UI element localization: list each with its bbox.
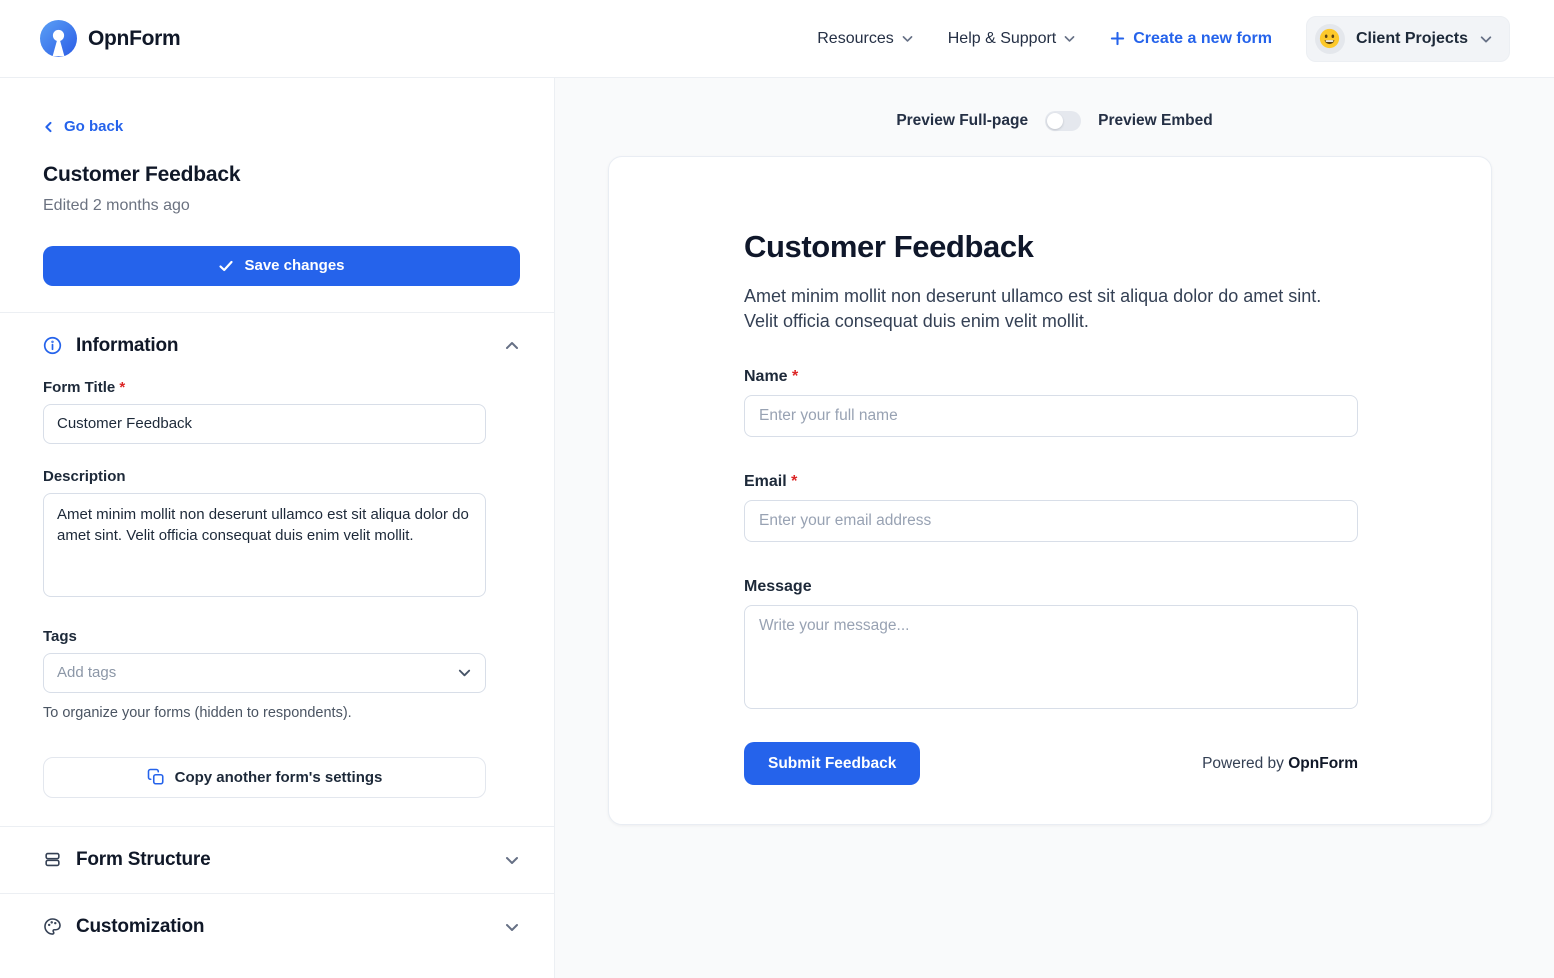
- chevron-down-icon: [457, 665, 472, 680]
- go-back-label: Go back: [64, 118, 124, 135]
- description-label: Description: [43, 467, 126, 485]
- powered-by-branding[interactable]: Powered by OpnForm: [1202, 754, 1358, 772]
- required-asterisk: *: [792, 368, 799, 385]
- message-textarea[interactable]: [744, 605, 1358, 709]
- form-name-heading: Customer Feedback: [43, 162, 241, 186]
- submit-feedback-button[interactable]: Submit Feedback: [744, 742, 921, 785]
- divider: [0, 892, 554, 894]
- preview-fullpage-label: Preview Full-page: [896, 112, 1029, 129]
- name-input[interactable]: [744, 395, 1358, 437]
- tags-select[interactable]: Add tags: [43, 652, 486, 693]
- nav-resources[interactable]: Resources: [817, 30, 913, 48]
- brand-name: OpnForm: [88, 26, 181, 50]
- form-preview-card: Customer Feedback Amet minim mollit non …: [608, 156, 1492, 825]
- plus-icon: [1110, 31, 1125, 46]
- preview-embed-label: Preview Embed: [1098, 112, 1213, 129]
- name-label: Name *: [744, 368, 799, 385]
- chevron-down-icon: [1479, 32, 1493, 46]
- form-settings-sidebar: Go back Customer Feedback Edited 2 month…: [0, 78, 555, 978]
- brand-logo[interactable]: OpnForm: [40, 20, 181, 57]
- save-changes-label: Save changes: [244, 257, 345, 274]
- form-title-label: Form Title *: [43, 378, 126, 396]
- nav-help-support-label: Help & Support: [947, 29, 1057, 47]
- section-information-label: Information: [76, 334, 179, 356]
- preview-mode-switcher: Preview Full-page Preview Embed: [555, 107, 1554, 135]
- copy-icon: [147, 768, 165, 786]
- section-customization[interactable]: Customization: [43, 894, 520, 960]
- required-asterisk: *: [119, 378, 126, 396]
- section-information[interactable]: Information: [43, 313, 520, 379]
- nav-resources-label: Resources: [817, 29, 894, 47]
- tags-placeholder: Add tags: [57, 664, 117, 681]
- description-field-group: Description Amet minim mollit non deseru…: [43, 468, 486, 602]
- description-textarea[interactable]: Amet minim mollit non deserunt ullamco e…: [43, 492, 486, 597]
- required-asterisk: *: [791, 473, 798, 490]
- section-customization-label: Customization: [76, 915, 205, 937]
- email-label: Email *: [744, 473, 798, 490]
- chevron-down-icon[interactable]: [504, 919, 520, 935]
- copy-form-settings-button[interactable]: Copy another form's settings: [43, 756, 486, 798]
- smiley-emoji-icon: [1320, 28, 1340, 49]
- copy-form-settings-label: Copy another form's settings: [174, 768, 383, 786]
- chevron-up-icon[interactable]: [504, 338, 520, 354]
- message-label: Message: [744, 578, 812, 595]
- section-form-structure[interactable]: Form Structure: [43, 827, 520, 893]
- name-field-group: Name *: [744, 368, 1358, 437]
- opnform-logo-icon: [40, 20, 77, 57]
- tags-field-group: Tags Add tags To organize your forms (hi…: [43, 628, 486, 721]
- form-title-input[interactable]: [43, 403, 486, 444]
- rows-icon: [43, 850, 63, 869]
- preview-area: Preview Full-page Preview Embed Customer…: [555, 78, 1554, 978]
- chevron-left-icon: [43, 121, 55, 133]
- section-form-structure-label: Form Structure: [76, 848, 211, 870]
- tags-help-text: To organize your forms (hidden to respon…: [43, 704, 352, 721]
- nav-links: Resources Help & Support Create a new fo…: [817, 15, 1510, 62]
- email-input[interactable]: [744, 500, 1358, 542]
- info-icon: [43, 336, 63, 355]
- go-back-link[interactable]: Go back: [43, 118, 123, 135]
- form-title-field-group: Form Title *: [43, 379, 486, 444]
- check-icon: [218, 258, 234, 274]
- chevron-down-icon: [901, 32, 914, 45]
- workspace-dropdown[interactable]: Client Projects: [1305, 15, 1510, 62]
- preview-form-description: Amet minim mollit non deserunt ullamco e…: [744, 286, 1322, 331]
- create-new-form-button[interactable]: Create a new form: [1110, 30, 1272, 48]
- tags-label: Tags: [43, 627, 77, 645]
- message-field-group: Message: [744, 578, 1358, 714]
- workspace-name: Client Projects: [1355, 29, 1468, 47]
- palette-icon: [43, 917, 63, 936]
- toggle-knob: [1047, 113, 1064, 129]
- save-changes-button[interactable]: Save changes: [43, 245, 520, 286]
- chevron-down-icon[interactable]: [504, 852, 520, 868]
- powered-by-brand-name: OpnForm: [1288, 754, 1358, 772]
- top-navbar: OpnForm Resources Help & Support Create …: [0, 0, 1554, 78]
- divider: [0, 311, 554, 313]
- preview-form-footer: Submit Feedback Powered by OpnForm: [744, 742, 1358, 785]
- create-new-form-label: Create a new form: [1133, 29, 1272, 47]
- nav-help-support[interactable]: Help & Support: [948, 30, 1077, 48]
- chevron-down-icon: [1063, 32, 1076, 45]
- divider: [0, 825, 554, 827]
- edited-timestamp: Edited 2 months ago: [43, 196, 190, 214]
- preview-mode-toggle[interactable]: [1045, 111, 1082, 131]
- preview-form-title: Customer Feedback: [744, 229, 1034, 264]
- avatar: [1314, 23, 1345, 54]
- email-field-group: Email *: [744, 473, 1358, 542]
